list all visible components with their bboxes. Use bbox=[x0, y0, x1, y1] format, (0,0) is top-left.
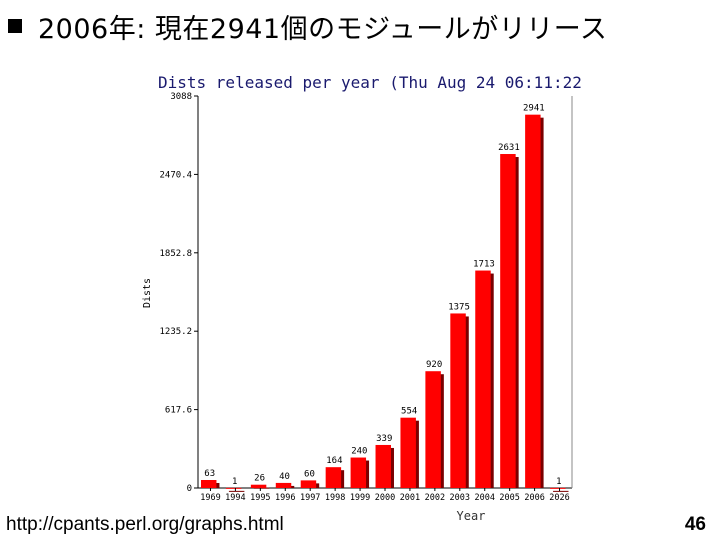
bar-value-label: 1 bbox=[556, 477, 561, 487]
y-tick-label: 0 bbox=[187, 484, 192, 494]
y-tick-label: 1852.8 bbox=[159, 249, 192, 259]
x-tick-label: 2006 bbox=[524, 493, 544, 503]
y-tick-label: 1235.2 bbox=[159, 327, 192, 337]
bar-value-label: 2631 bbox=[498, 143, 520, 153]
bar-value-label: 920 bbox=[426, 360, 442, 370]
bar-chart: Dists released per year (Thu Aug 24 06:1… bbox=[142, 73, 590, 523]
bar bbox=[350, 457, 367, 488]
bar bbox=[275, 482, 292, 488]
x-tick-label: 2002 bbox=[425, 493, 445, 503]
bar bbox=[550, 487, 566, 489]
bar-value-label: 240 bbox=[351, 447, 367, 457]
bar bbox=[250, 484, 267, 488]
bar-value-label: 2941 bbox=[523, 104, 545, 114]
bar bbox=[525, 114, 541, 489]
x-tick-label: 2004 bbox=[474, 493, 494, 503]
y-tick-label: 3088 bbox=[170, 92, 192, 102]
bar-value-label: 554 bbox=[401, 407, 417, 417]
slide-title: 2006年: 現在2941個のモジュールがリリース bbox=[38, 13, 608, 45]
page-number: 46 bbox=[684, 514, 706, 535]
bar bbox=[200, 480, 217, 488]
x-tick-label: 2005 bbox=[499, 493, 519, 503]
bar bbox=[500, 154, 516, 489]
bar-value-label: 339 bbox=[376, 434, 392, 444]
bar bbox=[475, 270, 491, 488]
slide-title-row: 2006年: 現在2941個のモジュールがリリース bbox=[8, 6, 607, 46]
x-tick-label: 1994 bbox=[225, 493, 245, 503]
bar bbox=[400, 417, 416, 488]
footer-url-link[interactable]: http://cpants.perl.org/graphs.html bbox=[6, 514, 284, 535]
bar bbox=[375, 444, 391, 488]
x-tick-label: 2026 bbox=[549, 493, 569, 503]
square-bullet-icon bbox=[8, 19, 22, 33]
x-tick-label: 1995 bbox=[250, 493, 270, 503]
bar-value-label: 26 bbox=[254, 474, 265, 484]
bar bbox=[300, 480, 317, 488]
bar bbox=[425, 371, 441, 488]
bar-shadow bbox=[228, 490, 245, 492]
bar-shadow bbox=[553, 490, 569, 492]
bar bbox=[225, 487, 242, 489]
bar-value-label: 60 bbox=[304, 469, 315, 479]
y-tick-label: 2470.4 bbox=[159, 170, 192, 180]
y-axis-label: Dists bbox=[142, 278, 153, 308]
x-tick-label: 2003 bbox=[450, 493, 470, 503]
bar-shadow bbox=[253, 487, 270, 489]
x-tick-label: 1998 bbox=[325, 493, 345, 503]
bar bbox=[450, 313, 466, 488]
chart-title: Dists released per year (Thu Aug 24 06:1… bbox=[158, 73, 590, 92]
y-tick-label: 617.6 bbox=[165, 406, 192, 416]
bar-value-label: 1375 bbox=[448, 302, 470, 312]
bar-value-label: 164 bbox=[326, 456, 342, 466]
bar-value-label: 1 bbox=[232, 477, 237, 487]
bar-value-label: 40 bbox=[279, 472, 290, 482]
bar-value-label: 63 bbox=[204, 469, 215, 479]
bar-value-label: 1713 bbox=[473, 260, 495, 270]
x-tick-label: 1969 bbox=[200, 493, 220, 503]
chart-plot-area: 0 617.6 1235.2 1852.8 2470.4 3088 63 1969 1 1994 2… bbox=[159, 92, 573, 503]
x-tick-label: 1999 bbox=[350, 493, 370, 503]
x-tick-label: 1996 bbox=[275, 493, 295, 503]
bar bbox=[325, 467, 342, 488]
x-tick-label: 2001 bbox=[400, 493, 420, 503]
x-tick-label: 1997 bbox=[300, 493, 320, 503]
x-tick-label: 2000 bbox=[375, 493, 395, 503]
x-axis-label: Year bbox=[457, 509, 486, 523]
